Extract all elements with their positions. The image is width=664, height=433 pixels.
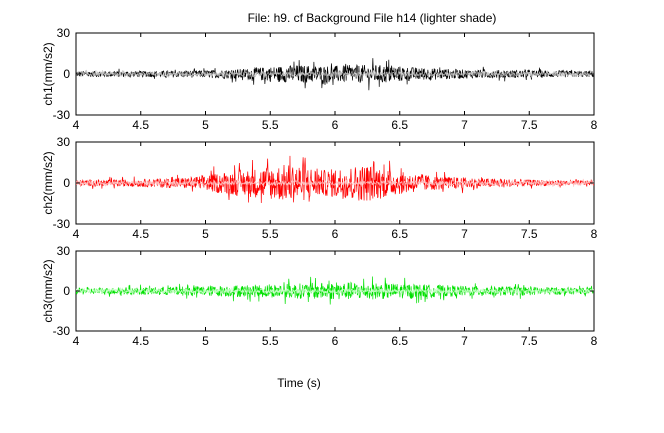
x-tick-label: 4 xyxy=(73,227,80,241)
series-line-1-1 xyxy=(76,58,594,91)
figure-title: File: h9. cf Background File h14 (lighte… xyxy=(248,11,497,25)
x-tick-label: 5.5 xyxy=(262,227,279,241)
x-tick-label: 7.5 xyxy=(521,334,538,348)
x-tick-label: 6.5 xyxy=(391,118,408,132)
x-tick-label: 6 xyxy=(332,227,339,241)
y-tick-label: 0 xyxy=(63,176,70,190)
y-tick-label: -30 xyxy=(53,217,71,231)
x-tick-label: 5 xyxy=(202,118,209,132)
x-tick-label: 4 xyxy=(73,118,80,132)
x-tick-label: 4.5 xyxy=(132,227,149,241)
x-tick-label: 4 xyxy=(73,334,80,348)
y-axis-label: ch1(mm/s2) xyxy=(41,42,55,105)
x-tick-label: 5.5 xyxy=(262,334,279,348)
x-tick-label: 5.5 xyxy=(262,118,279,132)
x-axis-label: Time (s) xyxy=(277,376,321,390)
series-line-1-2 xyxy=(76,69,594,78)
y-tick-label: 30 xyxy=(57,244,71,258)
x-tick-label: 6 xyxy=(332,334,339,348)
y-tick-label: 0 xyxy=(63,67,70,81)
x-tick-label: 5 xyxy=(202,227,209,241)
y-tick-label: 0 xyxy=(63,284,70,298)
series-line-2-2 xyxy=(76,178,594,188)
y-tick-label: -30 xyxy=(53,108,71,122)
x-tick-label: 8 xyxy=(591,118,598,132)
x-tick-label: 7 xyxy=(461,334,468,348)
y-axis-label: ch2(mm/s2) xyxy=(41,151,55,214)
x-tick-label: 4.5 xyxy=(132,118,149,132)
x-tick-label: 6.5 xyxy=(391,334,408,348)
x-tick-label: 6.5 xyxy=(391,227,408,241)
y-axis-label: ch3(mm/s2) xyxy=(41,259,55,322)
y-tick-label: 30 xyxy=(57,26,71,40)
x-tick-label: 5 xyxy=(202,334,209,348)
series-line-3-2 xyxy=(76,286,594,296)
x-tick-label: 7 xyxy=(461,227,468,241)
x-tick-label: 7.5 xyxy=(521,227,538,241)
x-tick-label: 7.5 xyxy=(521,118,538,132)
x-tick-label: 7 xyxy=(461,118,468,132)
x-tick-label: 4.5 xyxy=(132,334,149,348)
x-tick-label: 8 xyxy=(591,227,598,241)
y-tick-label: 30 xyxy=(57,135,71,149)
x-tick-label: 6 xyxy=(332,118,339,132)
y-tick-label: -30 xyxy=(53,324,71,338)
x-tick-label: 8 xyxy=(591,334,598,348)
